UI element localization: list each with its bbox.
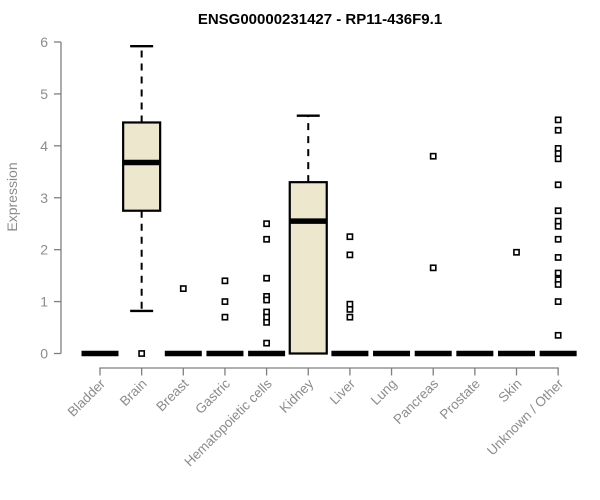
x-tick-label: Prostate xyxy=(437,376,483,422)
y-tick-label: 4 xyxy=(40,138,48,154)
x-tick-label: Liver xyxy=(327,376,359,408)
boxplot-gastric xyxy=(206,277,244,357)
outlier-point xyxy=(554,269,562,277)
y-tick-label: 3 xyxy=(40,190,48,206)
box xyxy=(288,181,328,355)
boxplot-pancreas xyxy=(414,152,452,357)
boxplot-hematopoietic-cells xyxy=(248,220,286,357)
y-tick-label: 1 xyxy=(40,294,48,310)
outlier-point xyxy=(429,264,437,272)
outlier-point xyxy=(346,251,354,259)
x-tick-label: Bladder xyxy=(65,376,109,420)
outlier-point xyxy=(554,331,562,339)
outlier-point xyxy=(429,152,437,160)
outlier-point xyxy=(179,285,187,293)
outlier-point xyxy=(263,296,270,304)
outlier-point xyxy=(263,318,270,326)
x-tick-label: Pancreas xyxy=(390,376,441,427)
x-tick-label: Gastric xyxy=(192,376,233,417)
boxplot-kidney xyxy=(288,114,328,355)
y-tick-label: 6 xyxy=(40,34,48,50)
outlier-point xyxy=(554,207,562,215)
boxplot-brain xyxy=(122,44,162,357)
outlier-point xyxy=(346,305,354,313)
boxplot-unknown-other xyxy=(539,116,577,357)
y-tick-label: 5 xyxy=(40,86,48,102)
outlier-point xyxy=(263,235,270,243)
outlier-point xyxy=(263,339,270,347)
boxplot-liver xyxy=(331,233,369,357)
x-tick-label: Brain xyxy=(117,376,150,409)
outlier-point xyxy=(554,155,562,163)
outlier-point xyxy=(263,220,270,228)
outlier-point xyxy=(346,233,354,241)
x-tick-label: Lung xyxy=(368,376,400,408)
box xyxy=(122,121,162,212)
outlier-point xyxy=(554,281,562,288)
x-tick-label: Skin xyxy=(495,376,524,405)
outlier-point xyxy=(138,350,146,357)
y-axis-label: Expression xyxy=(4,162,20,231)
outlier-point xyxy=(554,116,562,124)
x-tick-label: Unknown / Other xyxy=(484,376,567,459)
outlier-point xyxy=(513,248,520,256)
outlier-point xyxy=(554,222,562,230)
boxplot-breast xyxy=(164,285,202,357)
outlier-point xyxy=(554,298,562,305)
outlier-point xyxy=(554,181,562,189)
x-tick-label: Kidney xyxy=(277,376,317,416)
outlier-point xyxy=(554,254,562,261)
x-tick-label: Breast xyxy=(153,376,191,414)
outlier-point xyxy=(554,235,562,243)
outlier-point xyxy=(221,313,229,321)
y-tick-label: 0 xyxy=(40,346,48,362)
outlier-point xyxy=(554,126,562,134)
box-plots xyxy=(81,44,577,357)
outlier-point xyxy=(263,274,270,282)
chart-title: ENSG00000231427 - RP11-436F9.1 xyxy=(198,11,442,28)
y-tick-label: 2 xyxy=(40,242,48,258)
boxplot-skin xyxy=(498,248,535,357)
outlier-point xyxy=(346,313,354,321)
outlier-point xyxy=(221,277,229,285)
outlier-point xyxy=(221,298,229,305)
